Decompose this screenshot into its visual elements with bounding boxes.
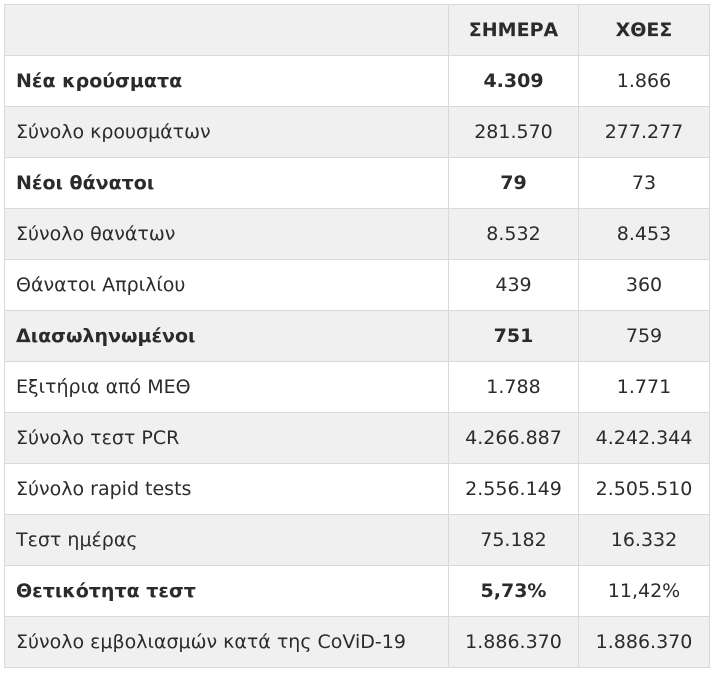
yesterday-value: 16.332 [578, 514, 710, 566]
today-value: 2.556.149 [448, 463, 579, 515]
yesterday-value: 1.886.370 [578, 616, 710, 668]
table-row: Σύνολο τεστ PCR 4.266.887 4.242.344 [4, 412, 710, 464]
today-value: 751 [448, 310, 579, 362]
today-value: 1.886.370 [448, 616, 579, 668]
yesterday-value: 1.866 [578, 55, 710, 107]
table-row: Θάνατοι Απριλίου 439 360 [4, 259, 710, 311]
header-yesterday: ΧΘΕΣ [578, 4, 710, 56]
table-row: Νέα κρούσματα 4.309 1.866 [4, 55, 710, 107]
row-label: Νέα κρούσματα [4, 55, 449, 107]
today-value: 281.570 [448, 106, 579, 158]
row-label: Εξιτήρια από ΜΕΘ [4, 361, 449, 413]
table-row: Σύνολο εμβολιασμών κατά της CoViD-19 1.88… [4, 616, 710, 668]
row-label: Θάνατοι Απριλίου [4, 259, 449, 311]
row-label: Σύνολο εμβολιασμών κατά της CoViD-19 [4, 616, 449, 668]
yesterday-value: 8.453 [578, 208, 710, 260]
row-label: Διασωληνωμένοι [4, 310, 449, 362]
yesterday-value: 277.277 [578, 106, 710, 158]
header-label-cell [4, 4, 449, 56]
today-value: 79 [448, 157, 579, 209]
yesterday-value: 360 [578, 259, 710, 311]
table-header: ΣΗΜΕΡΑ ΧΘΕΣ [4, 4, 710, 56]
today-value: 439 [448, 259, 579, 311]
row-label: Νέοι θάνατοι [4, 157, 449, 209]
row-label: Σύνολο θανάτων [4, 208, 449, 260]
table-row: Σύνολο rapid tests 2.556.149 2.505.510 [4, 463, 710, 515]
today-value: 4.266.887 [448, 412, 579, 464]
covid-stats-table: ΣΗΜΕΡΑ ΧΘΕΣ Νέα κρούσματα 4.309 1.866 Σύνολ… [4, 4, 710, 668]
table-row: Νέοι θάνατοι 79 73 [4, 157, 710, 209]
row-label: Θετικότητα τεστ [4, 565, 449, 617]
table-row: Θετικότητα τεστ 5,73% 11,42% [4, 565, 710, 617]
yesterday-value: 1.771 [578, 361, 710, 413]
yesterday-value: 11,42% [578, 565, 710, 617]
header-today: ΣΗΜΕΡΑ [448, 4, 579, 56]
table-row: Σύνολο θανάτων 8.532 8.453 [4, 208, 710, 260]
today-value: 4.309 [448, 55, 579, 107]
table-row: Σύνολο κρουσμάτων 281.570 277.277 [4, 106, 710, 158]
header-row: ΣΗΜΕΡΑ ΧΘΕΣ [4, 4, 710, 56]
yesterday-value: 759 [578, 310, 710, 362]
row-label: Τεστ ημέρας [4, 514, 449, 566]
table-row: Διασωληνωμένοι 751 759 [4, 310, 710, 362]
today-value: 5,73% [448, 565, 579, 617]
today-value: 8.532 [448, 208, 579, 260]
yesterday-value: 73 [578, 157, 710, 209]
today-value: 75.182 [448, 514, 579, 566]
row-label: Σύνολο τεστ PCR [4, 412, 449, 464]
table-row: Εξιτήρια από ΜΕΘ 1.788 1.771 [4, 361, 710, 413]
table-body: Νέα κρούσματα 4.309 1.866 Σύνολο κρουσμάτων… [4, 55, 710, 668]
yesterday-value: 4.242.344 [578, 412, 710, 464]
row-label: Σύνολο rapid tests [4, 463, 449, 515]
row-label: Σύνολο κρουσμάτων [4, 106, 449, 158]
yesterday-value: 2.505.510 [578, 463, 710, 515]
today-value: 1.788 [448, 361, 579, 413]
table-row: Τεστ ημέρας 75.182 16.332 [4, 514, 710, 566]
